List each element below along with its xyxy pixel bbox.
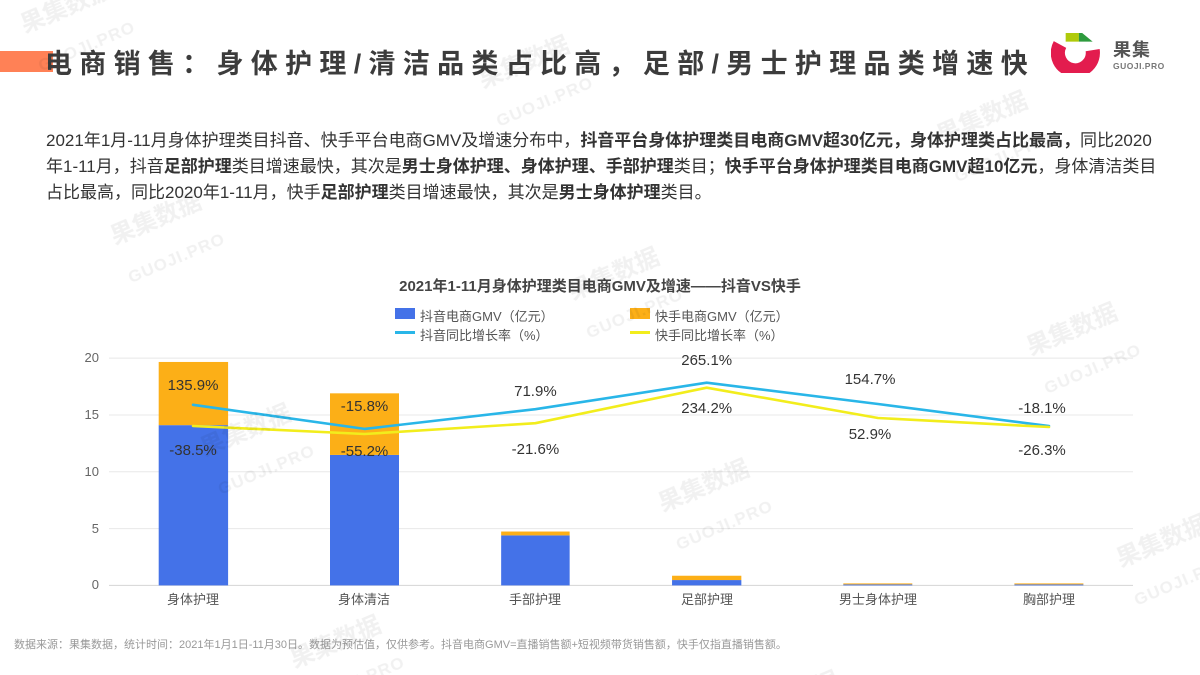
svg-text:71.9%: 71.9% xyxy=(514,383,557,400)
svg-text:男士身体护理: 男士身体护理 xyxy=(839,592,917,607)
svg-text:胸部护理: 胸部护理 xyxy=(1023,592,1075,607)
svg-text:-18.1%: -18.1% xyxy=(1018,400,1066,417)
svg-text:20: 20 xyxy=(85,350,99,365)
svg-text:-15.8%: -15.8% xyxy=(341,398,389,415)
svg-text:身体清洁: 身体清洁 xyxy=(338,592,390,607)
svg-text:身体护理: 身体护理 xyxy=(167,592,219,607)
svg-text:手部护理: 手部护理 xyxy=(509,592,561,607)
svg-text:52.9%: 52.9% xyxy=(849,426,892,443)
svg-text:265.1%: 265.1% xyxy=(681,352,732,369)
svg-text:-26.3%: -26.3% xyxy=(1018,442,1066,459)
svg-text:0: 0 xyxy=(92,577,99,592)
svg-text:15: 15 xyxy=(85,407,99,422)
svg-text:-55.2%: -55.2% xyxy=(341,443,389,460)
svg-text:10: 10 xyxy=(85,464,99,479)
svg-text:-38.5%: -38.5% xyxy=(169,442,217,459)
svg-text:135.9%: 135.9% xyxy=(168,377,219,394)
svg-text:-21.6%: -21.6% xyxy=(512,441,560,458)
svg-text:234.2%: 234.2% xyxy=(681,400,732,417)
svg-text:5: 5 xyxy=(92,521,99,536)
svg-text:154.7%: 154.7% xyxy=(845,371,896,388)
svg-text:足部护理: 足部护理 xyxy=(681,592,733,607)
